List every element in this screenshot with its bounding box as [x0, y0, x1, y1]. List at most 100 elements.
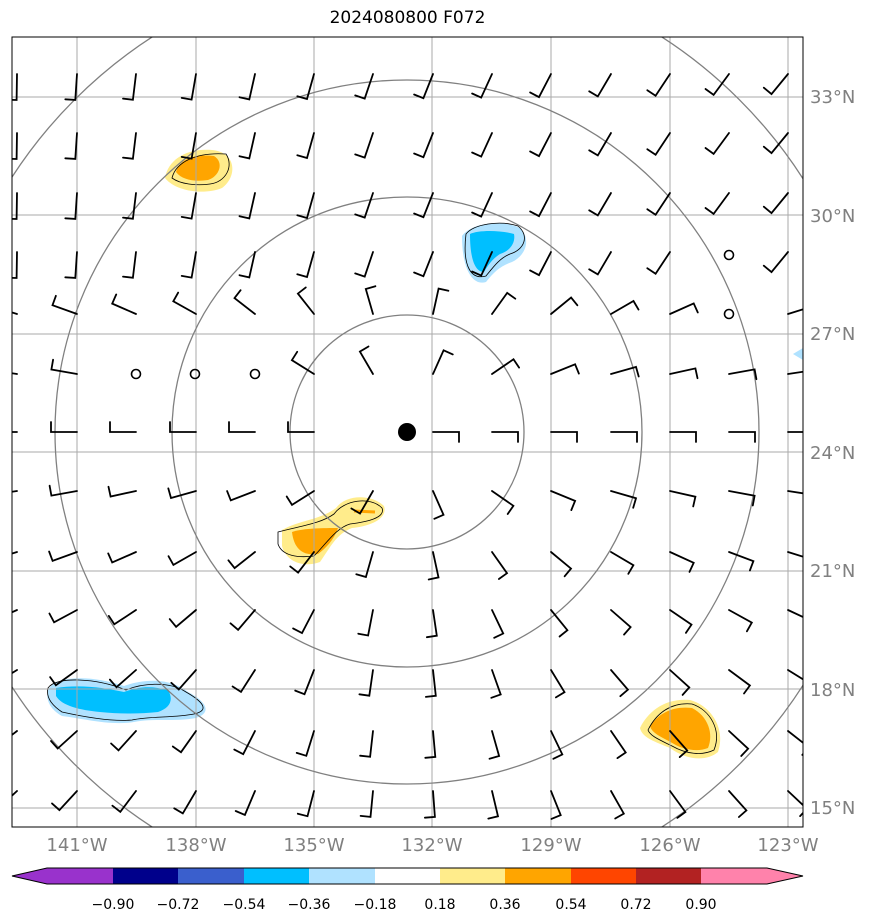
shade-blob-orange-center	[292, 528, 338, 555]
wind-barb	[471, 73, 493, 99]
wind-barb	[180, 73, 197, 101]
wind-barb	[787, 370, 803, 375]
wind-barb	[296, 790, 315, 818]
wind-barb	[550, 296, 579, 315]
lat-label: 30°N	[810, 206, 855, 227]
wind-barb	[728, 669, 752, 695]
colorbar-swatch	[375, 868, 440, 884]
wind-barb	[354, 192, 374, 219]
wind-barb	[413, 192, 434, 219]
wind-barb	[51, 294, 78, 315]
wind-barb	[610, 669, 630, 698]
wind-barb	[180, 192, 197, 220]
wind-barb	[169, 421, 197, 433]
colorbar-swatch	[178, 868, 244, 884]
lat-label: 21°N	[810, 561, 855, 582]
wind-barb	[285, 490, 315, 507]
wind-barb	[64, 132, 78, 160]
shade-blob-blue-sw	[56, 686, 171, 714]
wind-barb	[234, 790, 256, 817]
wind-barb	[787, 730, 803, 756]
wind-barb	[610, 609, 632, 636]
storm-center-marker	[398, 423, 416, 441]
wind-barb	[49, 669, 78, 687]
calm-circle	[189, 368, 201, 380]
wind-barb	[610, 490, 638, 509]
wind-barb	[588, 251, 612, 276]
wind-barb	[413, 251, 434, 278]
wind-barb	[424, 730, 437, 759]
wind-barb	[762, 192, 789, 215]
wind-barb	[529, 192, 552, 218]
wind-barb	[109, 669, 137, 689]
wind-barb	[107, 551, 137, 564]
wind-barb	[238, 251, 256, 279]
wind-barb	[669, 302, 699, 315]
colorbar-swatch	[701, 868, 767, 884]
wind-barb	[180, 132, 197, 160]
wind-barb	[48, 550, 78, 563]
wind-barb	[669, 790, 687, 819]
wind-barb	[51, 790, 78, 812]
wind-barb	[12, 790, 18, 797]
wind-barb	[48, 484, 78, 497]
wind-barb	[669, 367, 699, 380]
wind-barb	[358, 345, 374, 375]
wind-barb	[491, 431, 519, 443]
shade-sliver-lightblue-e	[793, 348, 803, 360]
wind-barb	[669, 551, 695, 573]
calm-circle	[249, 368, 261, 380]
wind-barb	[350, 490, 374, 515]
wind-barb	[170, 669, 197, 691]
wind-barb	[296, 132, 315, 160]
wind-barb	[669, 490, 697, 508]
wind-barb	[762, 251, 789, 274]
lon-label: 135°W	[283, 835, 344, 856]
wind-barb	[432, 287, 450, 315]
colorbar-swatch	[440, 868, 505, 884]
wind-barb	[233, 730, 256, 756]
wind-barb	[669, 669, 691, 696]
wind-barb	[471, 192, 493, 218]
wind-barb	[64, 73, 78, 101]
colorbar-tick-label: 0.72	[620, 897, 651, 913]
wind-barb	[12, 73, 18, 101]
wind-barb	[424, 790, 436, 819]
wind-barb	[491, 358, 520, 375]
lon-label: 138°W	[165, 835, 226, 856]
wind-barb	[111, 790, 137, 814]
wind-barb	[550, 431, 578, 443]
wind-barb	[50, 730, 78, 750]
contour-layer	[47, 153, 717, 754]
wind-barb	[12, 251, 18, 279]
wind-barb	[491, 551, 509, 580]
wind-barb	[432, 431, 460, 443]
wind-barb	[354, 132, 374, 159]
colorbar-swatch	[636, 868, 701, 884]
wind-barb	[50, 421, 78, 433]
wind-barb	[610, 431, 638, 443]
wind-barb	[550, 790, 562, 820]
colorbar-swatch	[113, 868, 178, 884]
wind-barb	[48, 609, 78, 624]
wind-barb	[529, 251, 552, 277]
wind-barb	[110, 730, 137, 752]
wind-barb	[432, 349, 454, 375]
colorbar-tick-label: 0.90	[685, 897, 716, 913]
colorbar-extend-min	[12, 868, 47, 884]
wind-barb	[107, 609, 137, 626]
wind-barb	[426, 609, 438, 639]
wind-barb	[787, 308, 803, 315]
wind-barb	[471, 132, 493, 158]
colorbar-tick-label: 0.36	[489, 897, 520, 913]
wind-barb	[364, 285, 377, 315]
colorbar-extend-max	[767, 868, 803, 884]
colorbar-tick-label: 0.18	[424, 897, 455, 913]
wind-barb	[289, 551, 315, 574]
wind-barb	[427, 551, 440, 581]
wind-barb	[359, 730, 374, 758]
wind-barb	[122, 73, 137, 101]
wind-barb	[357, 609, 374, 637]
wind-barb	[488, 730, 501, 760]
colorbar-swatch	[244, 868, 309, 884]
